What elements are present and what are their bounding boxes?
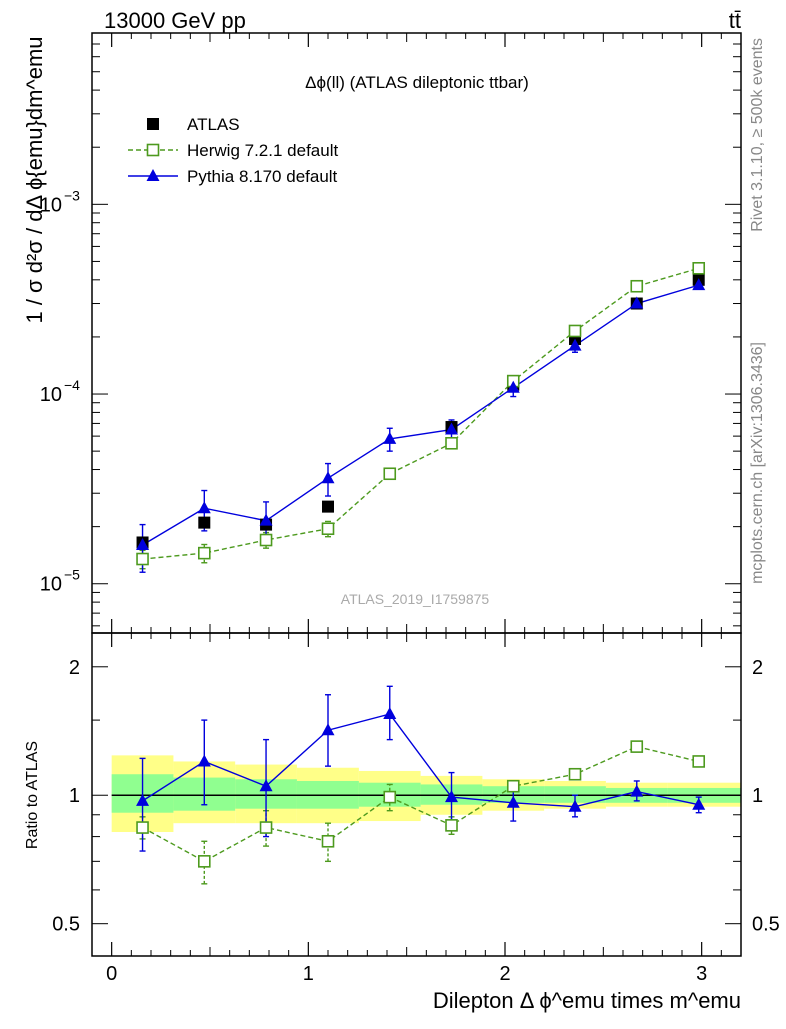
ratio-line-dashed-open-square — [142, 745, 699, 863]
main-marker-solid-triangle — [692, 278, 706, 291]
header-final-state-label: tt̄ — [729, 8, 741, 33]
legend-marker — [146, 143, 160, 157]
ratio-y-tick-label: 2 — [69, 657, 80, 679]
ratio-markers — [136, 707, 706, 868]
main-line-solid-triangle — [142, 284, 699, 546]
ratio-panel: 0 1 2 3 0.5 0.5 1 1 2 2 Ratio to ATLAS Dilepton Δ… — [24, 632, 780, 1013]
x-axis-label: Dilepton Δ ϕ^emu times m^emu — [433, 988, 741, 1013]
ratio-marker-solid-triangle — [259, 779, 273, 792]
side-mcplots-label: mcplots.cern.ch [arXiv:1306.3436] — [749, 342, 766, 584]
ratio-frame — [91, 632, 742, 957]
main-plot-title: Δϕ(ll) (ATLAS dileptonic ttbar) — [305, 73, 529, 92]
ratio-y-tick-label-right: 0.5 — [752, 914, 780, 936]
main-marker-data — [198, 516, 211, 529]
analysis-watermark: ATLAS_2019_I1759875 — [341, 591, 490, 607]
main-marker-dashed-open-square — [197, 546, 211, 560]
main-marker-solid-triangle — [568, 338, 582, 351]
main-marker-solid-triangle — [630, 296, 644, 309]
ratio-marker-solid-triangle — [692, 797, 706, 810]
main-marker-dashed-open-square — [259, 533, 273, 547]
main-panel: 10−510−410−3 Δϕ(ll) (ATLAS dileptonic tt… — [22, 32, 742, 634]
ratio-marker-solid-triangle — [197, 754, 211, 767]
ratio-marker-solid-triangle — [506, 795, 520, 808]
ratio-series-lines — [142, 713, 699, 863]
main-y-axis-label-text: 1 / σ d²σ / dΔ ϕ{emu}dm^emu — [22, 36, 47, 323]
main-marker-dashed-open-square — [321, 522, 335, 536]
ratio-line-solid-triangle — [142, 713, 699, 808]
main-marker-solid-triangle — [383, 431, 397, 444]
ratio-marker-solid-triangle — [630, 784, 644, 797]
main-marker-dashed-open-square — [383, 467, 397, 481]
main-marker-dashed-open-square — [568, 324, 582, 338]
main-series-lines — [142, 267, 699, 560]
legend-label: ATLAS — [187, 115, 240, 134]
ratio-marker-solid-triangle — [568, 799, 582, 812]
ratio-marker-dashed-open-square — [136, 821, 149, 834]
ratio-marker-dashed-open-square — [692, 755, 706, 768]
ratio-marker-dashed-open-square — [383, 790, 397, 804]
ratio-marker-solid-triangle — [321, 723, 335, 736]
main-marker-solid-triangle — [136, 538, 150, 551]
y-tick-label: 10 — [40, 194, 62, 216]
main-marker-dashed-open-square — [136, 552, 149, 566]
ratio-marker-dashed-open-square — [321, 834, 335, 848]
main-marker-dashed-open-square — [630, 279, 644, 293]
main-error-bars — [139, 265, 702, 573]
ratio-axes: 0 1 2 3 0.5 0.5 1 1 2 2 — [52, 632, 780, 985]
ratio-marker-solid-triangle — [136, 793, 150, 806]
side-rivet-label: Rivet 3.1.10, ≥ 500k events — [749, 38, 766, 232]
legend: ATLAS Herwig 7.2.1 default Pythia 8.170 de… — [128, 115, 338, 186]
y-tick-exponent: −5 — [64, 567, 80, 583]
ratio-marker-solid-triangle — [445, 790, 459, 803]
x-axis-label-text: Dilepton Δ ϕ^emu times m^emu — [433, 988, 741, 1013]
legend-label: Herwig 7.2.1 default — [187, 141, 338, 160]
ratio-y-tick-label: 0.5 — [52, 914, 80, 936]
ratio-band-inner — [544, 786, 606, 803]
ratio-marker-dashed-open-square — [197, 855, 211, 868]
main-marker-solid-triangle — [321, 471, 335, 484]
main-marker-dashed-open-square — [445, 436, 458, 450]
ratio-marker-dashed-open-square — [445, 819, 458, 832]
main-marker-solid-triangle — [506, 380, 520, 393]
x-tick-label: 0 — [106, 963, 117, 985]
y-tick-exponent: −3 — [64, 187, 80, 203]
x-tick-label: 2 — [499, 963, 510, 985]
legend-label: Pythia 8.170 default — [187, 167, 338, 186]
ratio-marker-solid-triangle — [383, 707, 397, 720]
ratio-marker-dashed-open-square — [568, 767, 582, 781]
main-marker-solid-triangle — [259, 513, 273, 526]
ratio-y-axis-label: Ratio to ATLAS — [24, 741, 41, 849]
main-marker-data — [322, 500, 334, 513]
y-tick-label: 10 — [40, 574, 62, 596]
main-marker-solid-triangle — [445, 422, 459, 435]
main-marker-solid-triangle — [197, 501, 211, 514]
ratio-marker-dashed-open-square — [506, 779, 520, 793]
ratio-y-tick-label-right: 2 — [752, 657, 763, 679]
ratio-marker-dashed-open-square — [259, 821, 273, 834]
header-process-label: 13000 GeV pp — [104, 8, 246, 33]
ratio-y-tick-label: 1 — [69, 785, 80, 807]
ratio-uncertainty-bands — [111, 755, 741, 833]
ratio-y-tick-label-right: 1 — [752, 785, 763, 807]
x-tick-label: 3 — [696, 963, 707, 985]
main-y-axis-label: 1 / σ d²σ / dΔ ϕ{emu}dm^emu — [22, 36, 47, 323]
y-tick-exponent: −4 — [64, 377, 80, 393]
main-markers — [136, 262, 706, 566]
main-line-dashed-open-square — [142, 267, 699, 560]
legend-marker — [147, 118, 159, 130]
ratio-marker-dashed-open-square — [630, 740, 644, 753]
x-tick-label: 1 — [303, 963, 314, 985]
y-tick-label: 10 — [40, 384, 62, 406]
legend-marker — [146, 169, 160, 181]
main-marker-dashed-open-square — [692, 262, 706, 275]
